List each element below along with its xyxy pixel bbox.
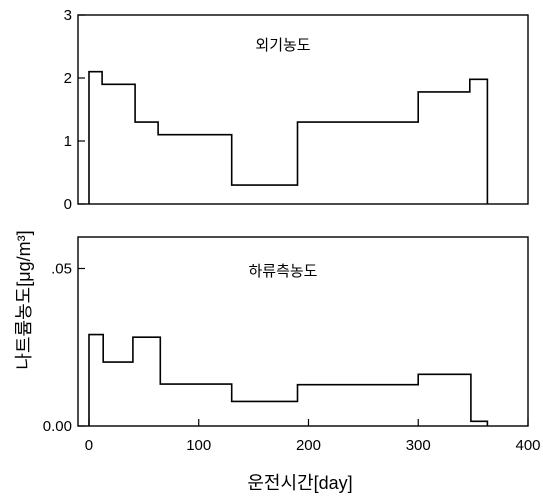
top-plot-frame: [77, 14, 529, 205]
bottom-x-tick-label: 200: [296, 437, 321, 454]
bottom-plot-frame: [77, 236, 529, 427]
top-y-tick-label: 0: [64, 196, 72, 213]
downstream-concentration-panel: 0.00 .05 0 100 200 300 400 하류측농도: [43, 236, 541, 454]
bottom-y-tick-label: .05: [51, 261, 72, 278]
top-series-line: [88, 70, 489, 204]
outdoor-concentration-panel: 0 1 2 3 외기농도: [64, 7, 529, 213]
top-y-tick-label: 1: [64, 133, 72, 150]
bottom-panel-title: 하류측농도: [248, 263, 317, 280]
bottom-x-tick-label: 100: [186, 437, 211, 454]
bottom-y-tick-label: 0.00: [43, 418, 72, 435]
bottom-x-tick-label: 400: [515, 437, 540, 454]
bottom-x-tick-label: 0: [85, 437, 93, 454]
top-y-tick-label: 3: [64, 7, 72, 24]
top-panel-title: 외기농도: [255, 37, 310, 54]
bottom-x-tick-label: 300: [406, 437, 431, 454]
top-y-tick-label: 2: [64, 70, 72, 87]
y-axis-title: 나트륨농도[μg/m³]: [14, 230, 34, 369]
x-axis-title: 운전시간[day]: [247, 473, 352, 493]
bottom-series-line: [88, 333, 489, 426]
